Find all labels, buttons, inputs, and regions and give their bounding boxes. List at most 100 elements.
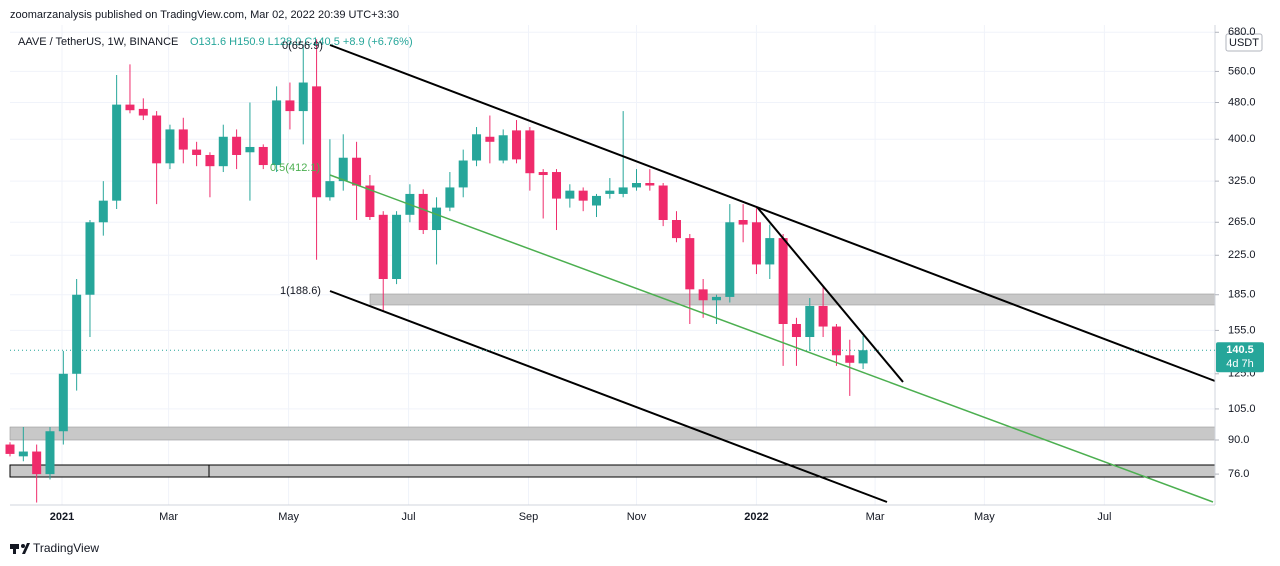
candle-body xyxy=(565,190,575,199)
y-tick-label: 225.0 xyxy=(1228,249,1256,261)
zone xyxy=(9,426,1216,441)
candle-body xyxy=(845,355,855,363)
symbol: AAVE / TetherUS, 1W, BINANCE xyxy=(18,36,178,48)
y-tick-label: 325.0 xyxy=(1228,175,1256,187)
candle-body xyxy=(765,238,775,265)
candle-body xyxy=(72,294,82,374)
candle-body xyxy=(232,136,242,155)
y-tick-label: 480.0 xyxy=(1228,96,1256,108)
candle-body xyxy=(645,182,655,186)
last-price-box xyxy=(1216,342,1264,373)
ohlc-legend: O131.6 H150.9 L128.0 C140.5 +8.9 (+6.76%… xyxy=(190,36,413,48)
x-tick-label: Nov xyxy=(627,511,647,523)
candle-body xyxy=(58,373,68,432)
x-tick-label: May xyxy=(278,511,299,523)
candle-body xyxy=(138,108,148,116)
candle-body xyxy=(578,190,588,201)
zone xyxy=(369,293,1216,306)
candle-body xyxy=(192,149,202,155)
candle-body xyxy=(365,185,375,218)
candle-body xyxy=(85,222,95,295)
candle-body xyxy=(592,195,602,206)
candle-body xyxy=(338,157,348,182)
candle-body xyxy=(552,172,562,199)
candle-body xyxy=(18,451,28,457)
candle-body xyxy=(791,324,801,338)
candle-body xyxy=(45,431,55,475)
candle-body xyxy=(325,181,335,198)
candle-body xyxy=(631,182,641,188)
fib-label: 0(656.9) xyxy=(282,40,323,52)
candle-body xyxy=(618,187,628,194)
candle-body xyxy=(671,220,681,239)
candle-body xyxy=(32,451,42,475)
countdown: 4d 7h xyxy=(1226,358,1254,370)
x-tick-label: Mar xyxy=(159,511,178,523)
fib-label: 1(188.6) xyxy=(280,285,321,297)
candle-body xyxy=(512,130,522,160)
candle-body xyxy=(538,172,548,176)
plot xyxy=(5,39,868,503)
candle-body xyxy=(352,157,362,186)
trend-line xyxy=(756,206,904,383)
trend-line xyxy=(329,44,1216,382)
candle-body xyxy=(698,289,708,301)
drawings xyxy=(9,293,1216,478)
candle-body xyxy=(178,129,188,150)
y-tick-label: 90.0 xyxy=(1228,434,1249,446)
candle-body xyxy=(98,200,108,223)
candle-body xyxy=(485,136,495,142)
candle-body xyxy=(445,187,455,208)
last-price-label: 140.5 xyxy=(1226,344,1254,356)
candle-body xyxy=(458,160,468,188)
candle-body xyxy=(312,86,322,198)
y-tick-label: 76.0 xyxy=(1228,468,1249,480)
candle-body xyxy=(831,326,841,356)
candle-body xyxy=(858,350,868,364)
candle-body xyxy=(805,305,815,338)
logo-mark xyxy=(22,543,30,554)
x-tick-label: May xyxy=(974,511,995,523)
candle-body xyxy=(418,193,428,231)
fib-label: 0.5(412.1) xyxy=(270,162,320,174)
x-tick-label: Sep xyxy=(519,511,539,523)
zone xyxy=(9,464,1216,478)
candle-body xyxy=(658,185,668,221)
candle-body xyxy=(378,214,388,280)
candle-body xyxy=(738,220,748,225)
candle-body xyxy=(285,100,295,112)
y-tick-label: 155.0 xyxy=(1228,324,1256,336)
y-tick-label: 400.0 xyxy=(1228,133,1256,145)
brand: TradingView xyxy=(33,541,99,555)
candle-body xyxy=(432,207,442,231)
candle-body xyxy=(818,305,828,327)
y-tick-label: 680.0 xyxy=(1228,26,1256,38)
trend-lines xyxy=(329,44,1216,503)
candle-body xyxy=(298,82,308,112)
candle-body xyxy=(5,444,15,454)
x-tick-label: Mar xyxy=(866,511,885,523)
x-tick-label: 2021 xyxy=(50,511,74,523)
currency-box xyxy=(1225,33,1263,52)
x-tick-label: Jul xyxy=(1097,511,1111,523)
x-tick-label: 2022 xyxy=(744,511,768,523)
logo xyxy=(10,543,30,554)
y-tick-label: 105.0 xyxy=(1228,403,1256,415)
candle-body xyxy=(725,222,735,297)
trend-line xyxy=(329,290,888,503)
candle-body xyxy=(778,238,788,325)
currency: USDT xyxy=(1229,37,1259,49)
candle-body xyxy=(165,129,175,164)
logo-mark xyxy=(13,544,16,554)
y-tick-label: 560.0 xyxy=(1228,65,1256,77)
candle-body xyxy=(152,115,162,164)
x-tick-label: Jul xyxy=(402,511,416,523)
candle-body xyxy=(498,135,508,161)
candle-body xyxy=(605,190,615,194)
logo-mark xyxy=(21,544,25,548)
candle-body xyxy=(751,222,761,265)
publisher-header: zoomarzanalysis published on TradingView… xyxy=(10,9,399,21)
candle-body xyxy=(685,238,695,290)
